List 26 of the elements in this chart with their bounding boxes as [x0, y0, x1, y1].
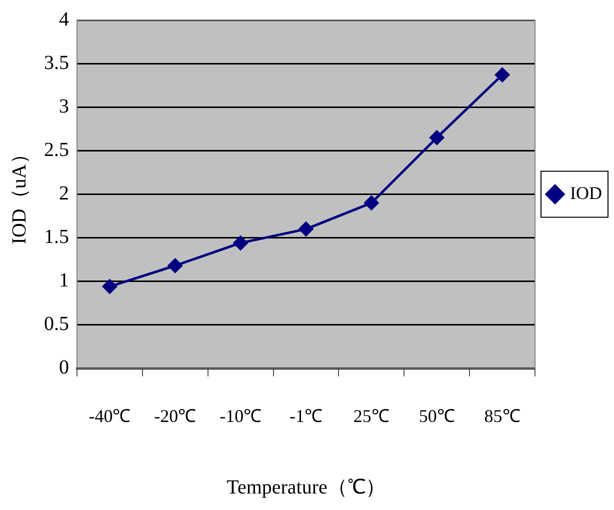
- x-tick-label: -1℃: [290, 406, 323, 426]
- x-tick-label: 85℃: [484, 406, 520, 426]
- legend-label: IOD: [570, 182, 602, 203]
- point: [168, 258, 182, 273]
- y-tick-label: 0: [59, 356, 69, 379]
- y-tick-label: 3.5: [44, 52, 69, 74]
- point: [495, 68, 510, 82]
- x-tick-label: 50℃: [418, 406, 455, 426]
- point: [430, 130, 444, 145]
- x-axis-title: Temperature（℃）: [226, 476, 386, 498]
- y-tick-label: 0.5: [44, 313, 69, 336]
- y-tick-label: 1: [59, 270, 69, 292]
- point: [298, 222, 314, 236]
- x-tick-label: -20℃: [154, 406, 196, 426]
- point: [364, 196, 379, 210]
- y-tick-label: 3: [59, 95, 69, 118]
- x-tick-label: -40℃: [88, 406, 131, 426]
- point: [233, 236, 248, 250]
- y-tick-label: 1.5: [44, 226, 69, 248]
- point: [102, 279, 117, 294]
- y-axis-title: IOD（uA）: [8, 144, 30, 244]
- x-tick-label: -10℃: [220, 406, 262, 426]
- y-tick-label: 4: [59, 8, 69, 30]
- y-tick-label: 2.5: [44, 138, 69, 161]
- y-tick-label: 2: [59, 182, 69, 204]
- x-tick-label: 25℃: [353, 406, 390, 426]
